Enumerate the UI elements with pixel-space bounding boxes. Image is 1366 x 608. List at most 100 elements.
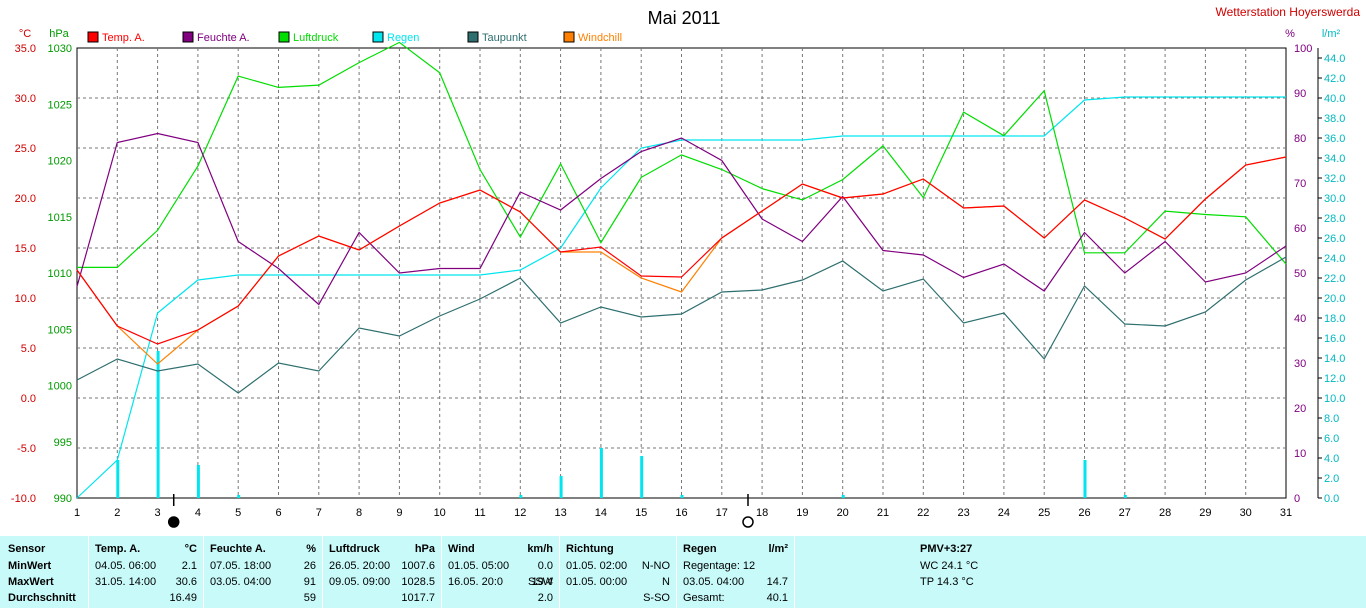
rain-total-val: 40.1 [766, 592, 788, 604]
humidity-tick-label: 80 [1294, 133, 1306, 145]
series-line-temp [76, 156, 1287, 345]
temp-tick-label: 5.0 [21, 343, 36, 355]
humidity-max-val: 91 [303, 576, 316, 588]
rain-bar [196, 465, 200, 498]
rain-tick-label: 30.0 [1324, 193, 1345, 205]
x-tick-label: 16 [675, 507, 687, 519]
rain-bar [841, 495, 845, 498]
legend-swatch-dewpoint [467, 31, 479, 43]
pmv-header: PMV+3:27 [920, 543, 973, 555]
rain-tick-label: 26.0 [1324, 233, 1345, 245]
wind-max-dir: SSW [528, 576, 554, 588]
legend-label-humidity: Feuchte A. [197, 32, 250, 44]
new-moon-icon [167, 516, 180, 528]
stats-col-wind: Wind km/h 01.05. 05:00 0.0 16.05. 20:0 S… [442, 536, 560, 608]
rain-tick-label: 24.0 [1324, 253, 1345, 265]
temp-tick-label: -10.0 [11, 493, 36, 505]
x-tick-label: 9 [396, 507, 402, 519]
stats-col-pmv: PMV+3:27 WC 24.1 °C TP 14.3 °C [795, 536, 1366, 608]
temp-tick-label: 35.0 [15, 43, 36, 55]
x-tick-label: 25 [1038, 507, 1050, 519]
rain-max-val: 14.7 [766, 576, 788, 588]
humidity-tick-label: 10 [1294, 448, 1306, 460]
x-tick-label: 30 [1240, 507, 1252, 519]
wind-avg: 2.0 [537, 592, 553, 604]
temp-max-val: 30.6 [175, 576, 197, 588]
rain-tick-label: 44.0 [1324, 53, 1345, 65]
pressure-min-time: 26.05. 20:00 [329, 560, 391, 572]
pressure-tick-label: 1015 [48, 212, 72, 224]
rain-axis-unit: l/m² [1322, 28, 1341, 40]
rain-tick-label: 22.0 [1324, 273, 1345, 285]
rain-tick-label: 40.0 [1324, 93, 1345, 105]
wind-max-val: 19.4 [531, 576, 553, 588]
weather-chart: Mai 2011 Wetterstation Hoyerswerda °C hP… [11, 5, 1360, 528]
stats-panel: Sensor MinWert MaxWert Durchschnitt Temp… [0, 536, 1366, 608]
humidity-header: Feuchte A. [210, 543, 266, 555]
series-line-pressure [77, 41, 1287, 268]
rain-bar [599, 448, 603, 498]
humidity-tick-label: 0 [1294, 493, 1300, 505]
legend-label-windchill: Windchill [578, 32, 622, 44]
chart-title: Mai 2011 [648, 8, 721, 28]
legend-label-temp: Temp. A. [102, 32, 145, 44]
humidity-tick-label: 70 [1294, 178, 1306, 190]
rain-bar [1083, 460, 1087, 498]
row-label-avg: Durchschnitt [8, 592, 76, 604]
wind-min-time: 01.05. 05:00 [448, 560, 510, 572]
legend: Temp. A. Feuchte A. Luftdruck Regen Taupunkt… [87, 31, 622, 44]
pmv-wc: WC 24.1 °C [920, 560, 979, 572]
wind-header: Wind [448, 543, 475, 555]
temp-avg: 16.49 [169, 592, 197, 604]
legend-swatch-humidity [182, 31, 194, 43]
rain-tick-label: 16.0 [1324, 333, 1345, 345]
x-tick-label: 29 [1199, 507, 1211, 519]
humidity-tick-label: 40 [1294, 313, 1306, 325]
row-label-min: MinWert [8, 560, 52, 572]
x-tick-label: 21 [877, 507, 889, 519]
stats-col-direction: Richtung 01.05. 02:00 N-NO 01.05. 00:00 … [560, 536, 677, 608]
x-tick-label: 12 [514, 507, 526, 519]
rain-bar [519, 495, 523, 498]
rain-tick-label: 0.0 [1324, 493, 1339, 505]
rain-tick-label: 34.0 [1324, 153, 1345, 165]
humidity-tick-label: 20 [1294, 403, 1306, 415]
series-line-humidity [76, 132, 1287, 306]
stats-col-humidity: Feuchte A. % 07.05. 18:00 26 03.05. 04:0… [204, 536, 323, 608]
stats-col-temp: Temp. A. °C 04.05. 06:00 2.1 31.05. 14:0… [89, 536, 204, 608]
x-tick-label: 5 [235, 507, 241, 519]
pressure-tick-label: 1000 [48, 381, 72, 393]
x-tick-label: 7 [316, 507, 322, 519]
pressure-tick-label: 1020 [48, 156, 72, 168]
row-label-max: MaxWert [8, 576, 54, 588]
x-tick-label: 22 [917, 507, 929, 519]
pressure-max-time: 09.05. 09:00 [329, 576, 391, 588]
x-tick-label: 13 [554, 507, 566, 519]
rain-tick-label: 2.0 [1324, 473, 1339, 485]
pmv-tp: TP 14.3 °C [920, 576, 974, 588]
axes: 35.030.025.020.015.010.05.00.0-5.0-10.01… [11, 43, 1346, 519]
legend-label-rain: Regen [387, 32, 419, 44]
humidity-tick-label: 30 [1294, 358, 1306, 370]
pressure-min-val: 1007.6 [401, 560, 435, 572]
humidity-tick-label: 50 [1294, 268, 1306, 280]
temp-min-time: 04.05. 06:00 [95, 560, 157, 572]
x-tick-label: 27 [1119, 507, 1131, 519]
humidity-avg: 59 [303, 592, 316, 604]
sensor-header: Sensor [8, 543, 46, 555]
x-tick-label: 14 [595, 507, 607, 519]
direction-max-time: 01.05. 00:00 [566, 576, 628, 588]
pressure-avg: 1017.7 [401, 592, 435, 604]
legend-label-dewpoint: Taupunkt [482, 32, 527, 44]
grid [76, 47, 1287, 499]
series-line-dewpoint [76, 256, 1287, 394]
legend-label-pressure: Luftdruck [293, 32, 339, 44]
rain-tick-label: 42.0 [1324, 73, 1345, 85]
humidity-max-time: 03.05. 04:00 [210, 576, 272, 588]
direction-max-val: N [662, 576, 670, 588]
pressure-tick-label: 990 [54, 493, 72, 505]
legend-swatch-pressure [278, 31, 290, 43]
rain-bar [1123, 495, 1127, 498]
x-tick-label: 23 [957, 507, 969, 519]
rain-tick-label: 20.0 [1324, 293, 1345, 305]
